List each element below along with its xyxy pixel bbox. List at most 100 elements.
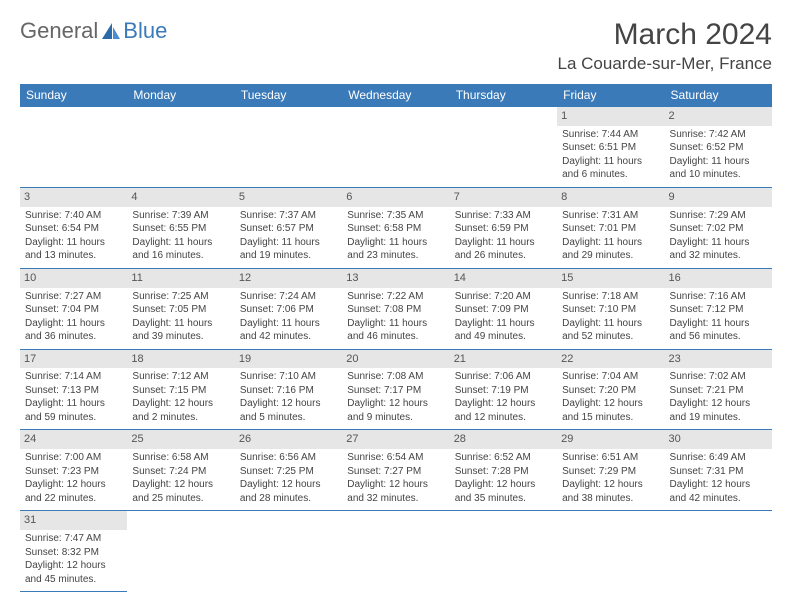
day-header: Monday — [127, 84, 234, 107]
day-number: 8 — [557, 188, 664, 207]
calendar-cell: 4Sunrise: 7:39 AMSunset: 6:55 PMDaylight… — [127, 187, 234, 268]
day-details: Sunrise: 7:14 AMSunset: 7:13 PMDaylight:… — [25, 370, 122, 424]
day-details: Sunrise: 6:58 AMSunset: 7:24 PMDaylight:… — [132, 451, 229, 505]
calendar-cell — [342, 107, 449, 188]
day-details: Sunrise: 7:37 AMSunset: 6:57 PMDaylight:… — [240, 209, 337, 263]
day-details: Sunrise: 6:51 AMSunset: 7:29 PMDaylight:… — [562, 451, 659, 505]
day-details: Sunrise: 7:44 AMSunset: 6:51 PMDaylight:… — [562, 128, 659, 182]
day-number: 13 — [342, 269, 449, 288]
calendar-cell: 8 Sunrise: 7:31 AMSunset: 7:01 PMDaylight… — [557, 187, 664, 268]
day-details: Sunrise: 7:18 AMSunset: 7:10 PMDaylight:… — [562, 290, 659, 344]
calendar-cell — [450, 511, 557, 592]
calendar-cell: 3 Sunrise: 7:40 AMSunset: 6:54 PMDaylight… — [20, 187, 127, 268]
location: La Couarde-sur-Mer, France — [558, 54, 772, 74]
title-block: March 2024 La Couarde-sur-Mer, France — [558, 18, 772, 74]
day-details: Sunrise: 6:49 AMSunset: 7:31 PMDaylight:… — [670, 451, 767, 505]
calendar-cell: 7 Sunrise: 7:33 AMSunset: 6:59 PMDaylight… — [450, 187, 557, 268]
calendar-cell — [450, 107, 557, 188]
day-details: Sunrise: 7:40 AMSunset: 6:54 PMDaylight:… — [25, 209, 122, 263]
calendar-cell: 9 Sunrise: 7:29 AMSunset: 7:02 PMDaylight… — [665, 187, 772, 268]
logo-text-b: Blue — [123, 18, 167, 44]
day-number: 27 — [342, 430, 449, 449]
day-details: Sunrise: 7:47 AMSunset: 8:32 PMDaylight:… — [25, 532, 122, 586]
day-number: 12 — [235, 269, 342, 288]
day-details: Sunrise: 7:25 AMSunset: 7:05 PMDaylight:… — [132, 290, 229, 344]
day-number: 22 — [557, 350, 664, 369]
logo: General Blue — [20, 18, 167, 44]
day-details: Sunrise: 7:06 AMSunset: 7:19 PMDaylight:… — [455, 370, 552, 424]
day-number: 19 — [235, 350, 342, 369]
calendar-cell: 31 Sunrise: 7:47 AMSunset: 8:32 PMDayligh… — [20, 511, 127, 592]
calendar-cell: 24 Sunrise: 7:00 AMSunset: 7:23 PMDayligh… — [20, 430, 127, 511]
day-number: 30 — [665, 430, 772, 449]
calendar-cell: 25 Sunrise: 6:58 AMSunset: 7:24 PMDayligh… — [127, 430, 234, 511]
day-details: Sunrise: 6:54 AMSunset: 7:27 PMDaylight:… — [347, 451, 444, 505]
day-details: Sunrise: 6:52 AMSunset: 7:28 PMDaylight:… — [455, 451, 552, 505]
calendar-cell: 13Sunrise: 7:22 AMSunset: 7:08 PMDayligh… — [342, 268, 449, 349]
day-number: 23 — [665, 350, 772, 369]
day-details: Sunrise: 7:12 AMSunset: 7:15 PMDaylight:… — [132, 370, 229, 424]
day-number: 17 — [20, 350, 127, 369]
day-number: 16 — [665, 269, 772, 288]
calendar-table: SundayMondayTuesdayWednesdayThursdayFrid… — [20, 84, 772, 592]
calendar-cell: 28Sunrise: 6:52 AMSunset: 7:28 PMDayligh… — [450, 430, 557, 511]
day-details: Sunrise: 7:31 AMSunset: 7:01 PMDaylight:… — [562, 209, 659, 263]
day-details: Sunrise: 7:33 AMSunset: 6:59 PMDaylight:… — [455, 209, 552, 263]
calendar-cell: 11 Sunrise: 7:25 AMSunset: 7:05 PMDayligh… — [127, 268, 234, 349]
day-number: 5 — [235, 188, 342, 207]
day-number: 3 — [20, 188, 127, 207]
day-details: Sunrise: 7:29 AMSunset: 7:02 PMDaylight:… — [670, 209, 767, 263]
calendar-cell: 17Sunrise: 7:14 AMSunset: 7:13 PMDayligh… — [20, 349, 127, 430]
day-header: Tuesday — [235, 84, 342, 107]
logo-text-a: General — [20, 18, 98, 44]
day-number: 1 — [557, 107, 664, 126]
day-number: 14 — [450, 269, 557, 288]
header: General Blue March 2024 La Couarde-sur-M… — [20, 18, 772, 74]
calendar-cell: 18Sunrise: 7:12 AMSunset: 7:15 PMDayligh… — [127, 349, 234, 430]
calendar-cell — [665, 511, 772, 592]
calendar-cell: 22Sunrise: 7:04 AMSunset: 7:20 PMDayligh… — [557, 349, 664, 430]
day-details: Sunrise: 7:42 AMSunset: 6:52 PMDaylight:… — [670, 128, 767, 182]
day-details: Sunrise: 7:16 AMSunset: 7:12 PMDaylight:… — [670, 290, 767, 344]
calendar-cell: 16 Sunrise: 7:16 AMSunset: 7:12 PMDayligh… — [665, 268, 772, 349]
day-number: 25 — [127, 430, 234, 449]
calendar-cell: 6 Sunrise: 7:35 AMSunset: 6:58 PMDaylight… — [342, 187, 449, 268]
day-number: 29 — [557, 430, 664, 449]
day-details: Sunrise: 7:27 AMSunset: 7:04 PMDaylight:… — [25, 290, 122, 344]
day-details: Sunrise: 7:02 AMSunset: 7:21 PMDaylight:… — [670, 370, 767, 424]
calendar-cell — [557, 511, 664, 592]
calendar-cell — [235, 511, 342, 592]
day-number: 15 — [557, 269, 664, 288]
day-number: 11 — [127, 269, 234, 288]
day-header: Friday — [557, 84, 664, 107]
day-number: 7 — [450, 188, 557, 207]
day-header: Sunday — [20, 84, 127, 107]
day-details: Sunrise: 7:00 AMSunset: 7:23 PMDaylight:… — [25, 451, 122, 505]
day-details: Sunrise: 7:08 AMSunset: 7:17 PMDaylight:… — [347, 370, 444, 424]
day-details: Sunrise: 7:20 AMSunset: 7:09 PMDaylight:… — [455, 290, 552, 344]
day-number: 21 — [450, 350, 557, 369]
day-number: 10 — [20, 269, 127, 288]
page-title: March 2024 — [558, 18, 772, 52]
day-number: 6 — [342, 188, 449, 207]
calendar-cell: 14 Sunrise: 7:20 AMSunset: 7:09 PMDayligh… — [450, 268, 557, 349]
day-number: 4 — [127, 188, 234, 207]
day-details: Sunrise: 6:56 AMSunset: 7:25 PMDaylight:… — [240, 451, 337, 505]
calendar-cell: 21Sunrise: 7:06 AMSunset: 7:19 PMDayligh… — [450, 349, 557, 430]
day-number: 24 — [20, 430, 127, 449]
calendar-cell: 2 Sunrise: 7:42 AMSunset: 6:52 PMDaylight… — [665, 107, 772, 188]
calendar-cell — [127, 107, 234, 188]
day-number: 9 — [665, 188, 772, 207]
calendar-cell: 27 Sunrise: 6:54 AMSunset: 7:27 PMDayligh… — [342, 430, 449, 511]
logo-sail-icon — [100, 21, 122, 41]
day-number: 18 — [127, 350, 234, 369]
day-number: 31 — [20, 511, 127, 530]
day-number: 2 — [665, 107, 772, 126]
calendar-cell: 29 Sunrise: 6:51 AMSunset: 7:29 PMDayligh… — [557, 430, 664, 511]
day-details: Sunrise: 7:35 AMSunset: 6:58 PMDaylight:… — [347, 209, 444, 263]
day-header: Thursday — [450, 84, 557, 107]
calendar-cell: 19Sunrise: 7:10 AMSunset: 7:16 PMDayligh… — [235, 349, 342, 430]
day-details: Sunrise: 7:04 AMSunset: 7:20 PMDaylight:… — [562, 370, 659, 424]
calendar-cell — [342, 511, 449, 592]
calendar-cell: 23Sunrise: 7:02 AMSunset: 7:21 PMDayligh… — [665, 349, 772, 430]
